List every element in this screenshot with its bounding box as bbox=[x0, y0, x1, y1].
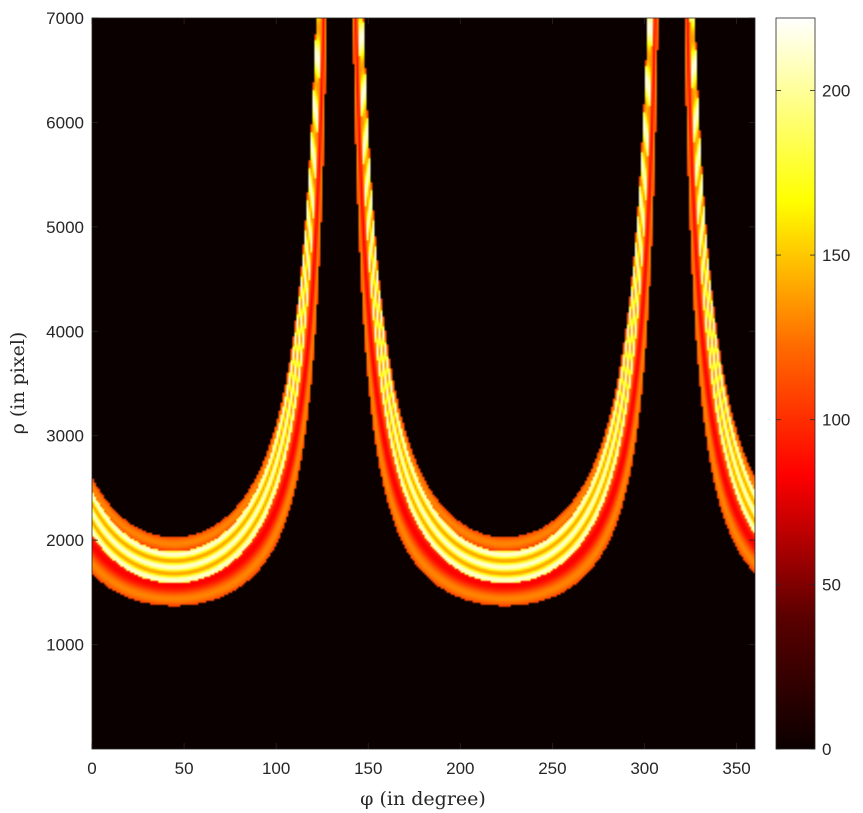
x-tick-label: 150 bbox=[354, 759, 382, 778]
x-tick-label: 200 bbox=[446, 759, 474, 778]
colorbar-tick-label: 150 bbox=[822, 246, 850, 265]
colorbar-tick-label: 200 bbox=[822, 81, 850, 100]
y-tick-label: 6000 bbox=[46, 113, 84, 132]
y-tick-label: 7000 bbox=[46, 9, 84, 28]
y-tick-label: 2000 bbox=[46, 531, 84, 550]
colorbar: 0 50 100 150 200 bbox=[775, 17, 850, 759]
colorbar-tick-label: 100 bbox=[822, 411, 850, 430]
x-tick-label: 350 bbox=[722, 759, 750, 778]
colorbar-tick-label: 50 bbox=[822, 575, 841, 594]
colorbar-ticks: 0 50 100 150 200 bbox=[776, 81, 850, 759]
x-axis-ticks: 0 50 100 150 200 250 300 350 bbox=[87, 18, 751, 778]
plot-frame bbox=[91, 17, 756, 750]
y-axis-ticks: 1000 2000 3000 4000 5000 6000 7000 bbox=[46, 9, 755, 655]
colorbar-tick-label: 0 bbox=[822, 740, 831, 759]
x-tick-label: 50 bbox=[175, 759, 194, 778]
x-tick-label: 0 bbox=[87, 759, 96, 778]
y-tick-label: 1000 bbox=[46, 636, 84, 655]
heatmap-image bbox=[92, 18, 755, 749]
colorbar-gradient bbox=[775, 17, 816, 750]
y-tick-label: 4000 bbox=[46, 322, 84, 341]
y-tick-label: 3000 bbox=[46, 427, 84, 446]
x-tick-label: 250 bbox=[538, 759, 566, 778]
plot-area bbox=[91, 17, 756, 750]
x-axis-label: φ (in degree) bbox=[360, 788, 486, 810]
x-tick-label: 100 bbox=[262, 759, 290, 778]
y-tick-label: 5000 bbox=[46, 218, 84, 237]
y-axis-label: ρ (in pixel) bbox=[7, 332, 29, 435]
x-tick-label: 300 bbox=[630, 759, 658, 778]
